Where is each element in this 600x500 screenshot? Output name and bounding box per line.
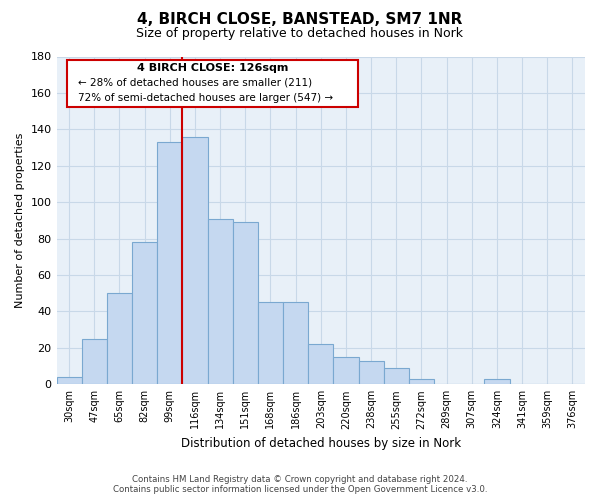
Text: ← 28% of detached houses are smaller (211): ← 28% of detached houses are smaller (21…: [77, 78, 312, 88]
FancyBboxPatch shape: [67, 60, 358, 108]
Bar: [107, 293, 132, 384]
Bar: [359, 360, 383, 384]
Bar: [132, 242, 157, 384]
Bar: [82, 339, 107, 384]
Text: Size of property relative to detached houses in Nork: Size of property relative to detached ho…: [137, 28, 464, 40]
Bar: [56, 377, 82, 384]
Bar: [308, 344, 334, 385]
Text: 4 BIRCH CLOSE: 126sqm: 4 BIRCH CLOSE: 126sqm: [137, 63, 288, 73]
Bar: [409, 379, 434, 384]
Bar: [383, 368, 409, 384]
Y-axis label: Number of detached properties: Number of detached properties: [15, 132, 25, 308]
Text: Contains HM Land Registry data © Crown copyright and database right 2024.
Contai: Contains HM Land Registry data © Crown c…: [113, 474, 487, 494]
Bar: [233, 222, 258, 384]
Text: 72% of semi-detached houses are larger (547) →: 72% of semi-detached houses are larger (…: [77, 92, 333, 102]
Bar: [334, 357, 359, 384]
Text: 4, BIRCH CLOSE, BANSTEAD, SM7 1NR: 4, BIRCH CLOSE, BANSTEAD, SM7 1NR: [137, 12, 463, 28]
Bar: [484, 379, 509, 384]
X-axis label: Distribution of detached houses by size in Nork: Distribution of detached houses by size …: [181, 437, 461, 450]
Bar: [258, 302, 283, 384]
Bar: [182, 136, 208, 384]
Bar: [208, 218, 233, 384]
Bar: [283, 302, 308, 384]
Bar: [157, 142, 182, 384]
